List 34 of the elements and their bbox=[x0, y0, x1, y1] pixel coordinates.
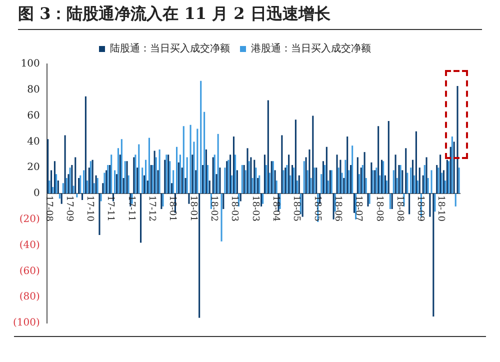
y-tick-label: (60) bbox=[19, 266, 40, 277]
x-tick-label: 18-03 bbox=[229, 196, 240, 222]
y-tick-label: (80) bbox=[19, 292, 40, 303]
x-tick-label: 18-08 bbox=[394, 196, 404, 222]
x-tick-label: 17-11 bbox=[105, 196, 116, 222]
y-tick-label: 100 bbox=[20, 58, 40, 70]
y-tick-label: (100) bbox=[13, 318, 40, 329]
x-tick-label: 18-06 bbox=[332, 196, 342, 222]
x-tick-label: 18-08 bbox=[374, 196, 384, 222]
x-tick-label: 18-07 bbox=[353, 196, 364, 222]
y-tick-label: 0 bbox=[34, 188, 40, 200]
y-tick-label: 20 bbox=[27, 162, 40, 174]
y-tick-label: (40) bbox=[19, 240, 40, 251]
x-tick-label: 18-03 bbox=[250, 196, 260, 222]
x-tick-label: 17-08 bbox=[43, 196, 54, 222]
x-tick-label: 17-09 bbox=[64, 196, 74, 222]
x-tick-label: 18-09 bbox=[415, 196, 426, 222]
y-tick-label: 40 bbox=[27, 136, 40, 148]
chart-title: 图 3：陆股通净流入在 11 月 2 日迅速增长 bbox=[18, 4, 482, 30]
x-tick-label: 18-10 bbox=[436, 196, 446, 222]
x-tick-label: 17-12 bbox=[146, 196, 157, 222]
x-tick-label: 18-04 bbox=[270, 196, 280, 222]
x-tick-label: 18-01 bbox=[188, 196, 198, 222]
x-tick-label: 17-11 bbox=[126, 196, 136, 222]
y-tick-label: 60 bbox=[27, 110, 40, 122]
x-tick-label: 18-05 bbox=[291, 196, 302, 222]
x-tick-label: 18-01 bbox=[167, 196, 178, 222]
x-tick-label: 17-10 bbox=[84, 196, 95, 222]
legend-label: 陆股通：当日买入成交净额 bbox=[110, 42, 230, 55]
x-tick-label: 18-02 bbox=[208, 196, 219, 222]
y-tick-label: (20) bbox=[19, 214, 40, 225]
y-tick-label: 80 bbox=[27, 84, 40, 96]
x-tick-label: 18-05 bbox=[312, 196, 322, 222]
legend-label: 港股通：当日买入成交净额 bbox=[251, 42, 371, 55]
